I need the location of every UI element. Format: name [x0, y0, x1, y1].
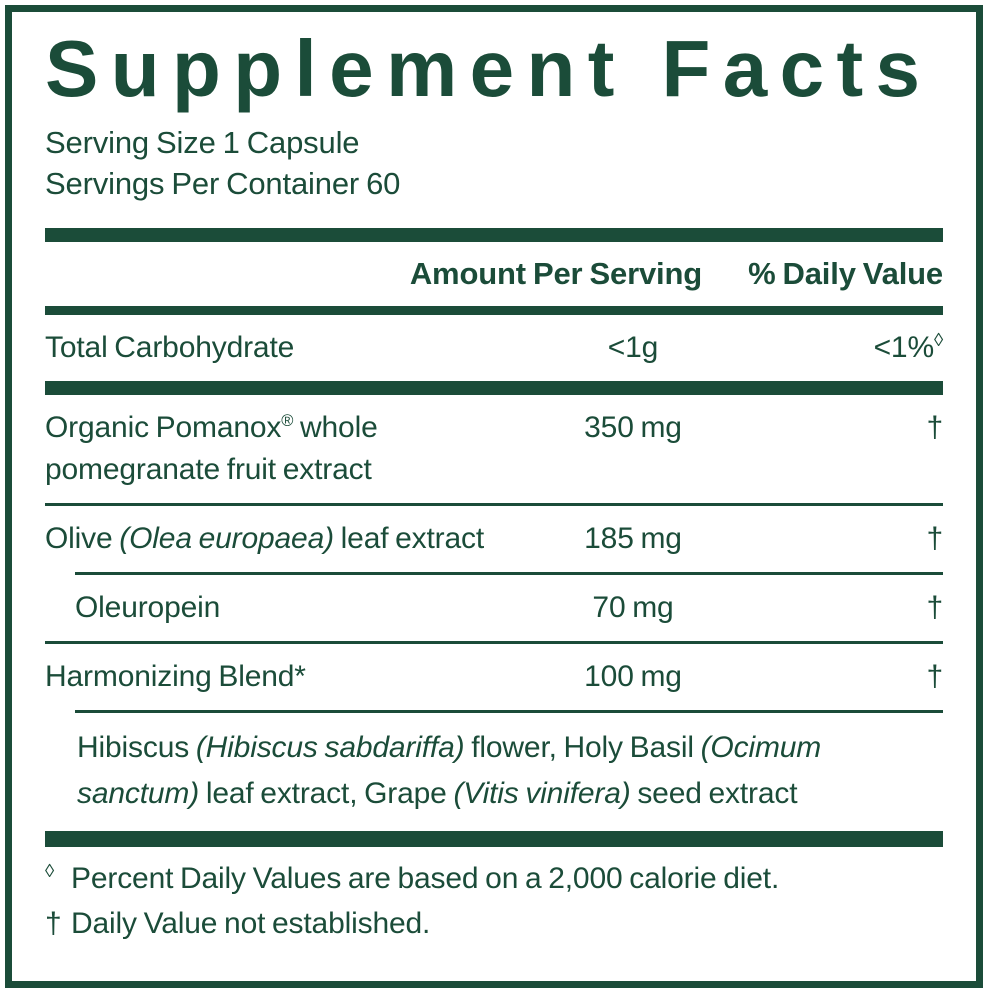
nutrient-amount: 70 mg: [592, 590, 674, 624]
name-text: whole pomegranate fruit extract: [45, 410, 378, 486]
servings-per-container: Servings Per Container 60: [45, 165, 401, 201]
daily-value-text: <1%: [873, 330, 935, 364]
table-row-olive-leaf: Olive (Olea europaea) leaf extract 185 m…: [45, 506, 943, 572]
nutrient-amount: 350 mg: [584, 410, 682, 444]
footnote-text: Percent Daily Values are based on a 2,00…: [71, 861, 780, 895]
registered-trademark-symbol: ®: [281, 411, 294, 430]
serving-size: Serving Size 1 Capsule: [45, 124, 360, 160]
blend-ingredients: Hibiscus (Hibiscus sabdariffa) flower, H…: [45, 713, 943, 831]
thin-rule: [45, 640, 943, 644]
nutrient-amount: <1g: [607, 330, 659, 364]
ingredient-text: flower, Holy Basil: [464, 730, 701, 764]
dagger-symbol: †: [926, 659, 943, 693]
nutrient-amount: 100 mg: [584, 659, 682, 693]
thin-rule-indented: [75, 709, 943, 713]
thick-rule: [45, 227, 943, 242]
latin-name: (Hibiscus sabdariffa): [195, 730, 465, 764]
table-row-pomanox: Organic Pomanox® whole pomegranate fruit…: [45, 395, 943, 503]
footnote-daily-values: ◊ Percent Daily Values are based on a 2,0…: [45, 859, 780, 895]
table-row-oleuropein: Oleuropein 70 mg †: [45, 575, 943, 641]
panel-content: Supplement Facts Serving Size 1 Capsule …: [12, 12, 976, 981]
ingredient-text: leaf extract, Grape: [199, 776, 454, 810]
panel-title: Supplement Facts: [45, 24, 933, 113]
dagger-symbol: †: [926, 521, 943, 555]
table-header: Amount Per Serving % Daily Value: [45, 242, 943, 306]
diamond-symbol: ◊: [933, 328, 943, 350]
dagger-symbol: †: [926, 410, 943, 444]
amount-per-serving-header: Amount Per Serving: [409, 255, 703, 291]
thick-rule: [45, 305, 943, 315]
table-row-harmonizing-blend: Harmonizing Blend* 100 mg †: [45, 644, 943, 710]
table-row-total-carbohydrate: Total Carbohydrate <1g <1%◊: [45, 315, 943, 381]
thin-rule-indented: [75, 571, 943, 575]
latin-name: (Olea europaea): [119, 521, 334, 555]
footnotes: ◊ Percent Daily Values are based on a 2,0…: [45, 856, 943, 946]
thick-rule: [45, 380, 943, 395]
serving-info: Serving Size 1 Capsule Servings Per Cont…: [45, 122, 943, 204]
latin-name: (Ocimum sanctum): [77, 730, 822, 810]
thin-rule: [45, 502, 943, 506]
thick-rule: [45, 830, 943, 847]
nutrient-name: Olive (Olea europaea) leaf extract: [45, 518, 558, 560]
name-text: Olive: [45, 521, 120, 555]
dagger-symbol: †: [926, 590, 943, 624]
name-text: leaf extract: [333, 521, 485, 555]
footnote-not-established: † Daily Value not established.: [45, 901, 943, 946]
nutrient-daily-value: <1%◊: [708, 327, 944, 369]
nutrient-name: Harmonizing Blend*: [45, 659, 306, 693]
ingredient-text: seed extract: [630, 776, 798, 810]
footnote-text: Daily Value not established.: [71, 906, 431, 940]
nutrient-name: Total Carbohydrate: [45, 330, 295, 364]
latin-name: (Vitis vinifera): [453, 776, 631, 810]
daily-value-header: % Daily Value: [748, 255, 943, 291]
nutrient-name: Oleuropein: [75, 590, 221, 624]
dagger-symbol: †: [45, 906, 62, 940]
ingredient-text: Hibiscus: [77, 730, 196, 764]
name-text: Organic Pomanox: [45, 410, 282, 444]
nutrient-amount: 185 mg: [584, 521, 682, 555]
nutrient-name: Organic Pomanox® whole pomegranate fruit…: [45, 407, 395, 491]
